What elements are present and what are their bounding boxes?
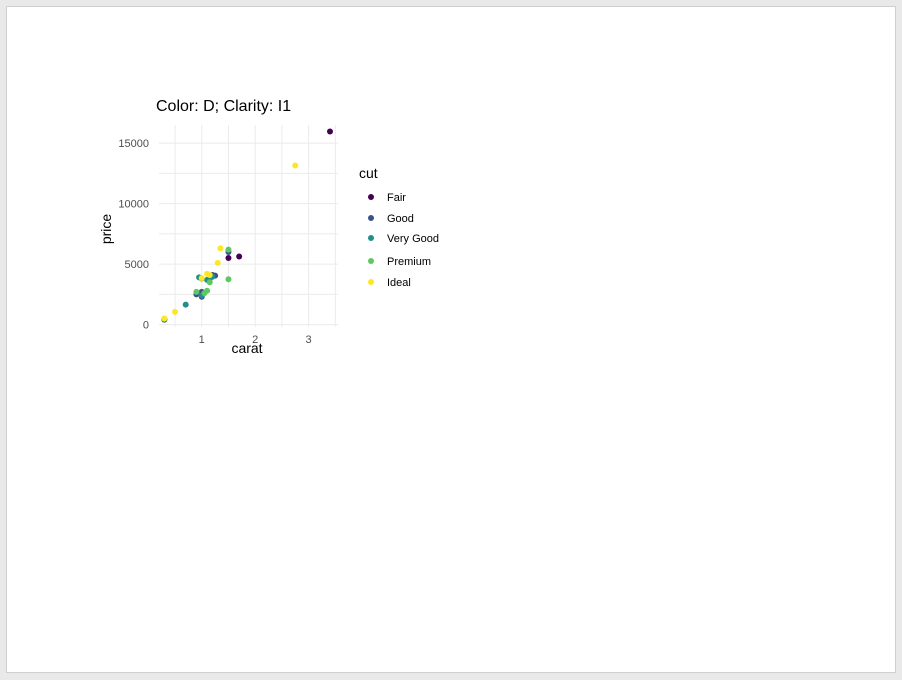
data-point <box>326 128 333 135</box>
data-point <box>217 245 224 252</box>
y-tick-label: 0 <box>143 320 149 332</box>
legend: cut Fair Good Very Good Premium Ideal <box>359 165 439 289</box>
data-point <box>206 279 213 286</box>
data-point <box>161 315 168 322</box>
data-point <box>214 259 221 266</box>
y-axis-label: price <box>98 214 114 245</box>
y-tick-label: 15000 <box>118 138 149 150</box>
legend-key <box>368 215 374 221</box>
data-point <box>225 246 232 253</box>
x-axis-label: carat <box>231 340 262 356</box>
chart-title: Color: D; Clarity: I1 <box>156 98 291 115</box>
y-tick-label: 5000 <box>125 259 149 271</box>
data-point <box>198 275 205 282</box>
data-point <box>201 290 208 297</box>
legend-key <box>368 235 374 241</box>
legend-label: Fair <box>387 192 406 204</box>
grid-lines <box>159 125 338 327</box>
legend-label: Good <box>387 213 414 225</box>
x-tick-label: 2 <box>252 334 258 346</box>
data-point <box>204 270 211 277</box>
data-points <box>161 128 333 323</box>
legend-label: Ideal <box>387 277 411 289</box>
legend-title: cut <box>359 165 378 181</box>
scatter-chart: 1 2 3 0 5000 10000 15000 Color: D; Clarity: I1… <box>98 98 439 356</box>
x-tick-label: 1 <box>199 334 205 346</box>
data-point <box>225 255 232 262</box>
y-tick-label: 10000 <box>118 199 149 211</box>
data-point <box>236 253 243 260</box>
data-point <box>225 276 232 283</box>
data-point <box>182 301 189 308</box>
tick-labels: 1 2 3 0 5000 10000 15000 <box>118 138 311 346</box>
legend-key <box>368 258 374 264</box>
x-tick-label: 3 <box>306 334 312 346</box>
data-point <box>172 308 179 315</box>
data-point <box>292 162 299 169</box>
legend-label: Premium <box>387 256 431 268</box>
legend-key <box>368 194 374 200</box>
plot-window: 1 2 3 0 5000 10000 15000 Color: D; Clarity: I1… <box>6 6 896 673</box>
data-point <box>193 288 200 295</box>
legend-key <box>368 279 374 285</box>
legend-label: Very Good <box>387 233 439 245</box>
